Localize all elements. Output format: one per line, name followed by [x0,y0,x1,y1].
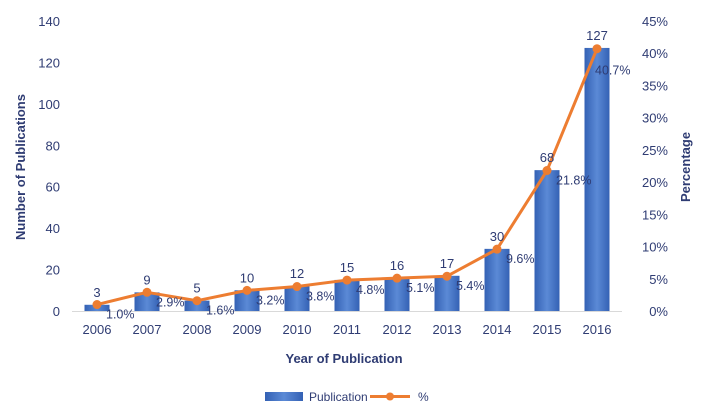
bar-value-label: 12 [290,266,304,281]
x-tick-label: 2010 [283,322,312,337]
bar-value-label: 17 [440,256,454,271]
x-axis-ticks: 2006 2007 2008 2009 2010 2011 2012 2013 2014 2015… [83,322,612,337]
y-tick-label: 100 [38,97,60,112]
percentage-value-label: 3.8% [306,290,335,304]
bar-data-labels: 3 9 5 10 12 15 16 17 30 68 127 [93,28,607,300]
legend-percent-label: % [418,390,429,404]
percentage-point [292,282,302,292]
percentage-value-label: 21.8% [556,174,591,188]
bar [184,300,210,311]
bar-value-label: 5 [193,281,200,296]
percentage-point [492,244,502,254]
percentage-value-label: 2.9% [156,295,185,309]
bar-value-label: 9 [143,272,150,287]
y-tick-label: 120 [38,55,60,70]
y2-tick-label: 45% [642,14,668,29]
y2-tick-label: 10% [642,240,668,255]
percentage-point [592,44,602,54]
percentage-value-label: 40.7% [595,64,630,78]
y-tick-label: 140 [38,14,60,29]
y2-axis-title: Percentage [678,132,693,202]
percentage-point [442,271,452,281]
y2-tick-label: 30% [642,111,668,126]
bar [484,248,510,311]
percentage-point [242,285,252,295]
legend: Publication % [265,390,429,404]
bar-value-label: 68 [540,150,554,165]
y2-tick-label: 40% [642,46,668,61]
y2-tick-label: 20% [642,175,668,190]
x-tick-label: 2008 [183,322,212,337]
x-tick-label: 2015 [533,322,562,337]
percentage-point [192,296,202,306]
bar [384,277,410,311]
percentage-point [342,275,352,285]
legend-percent-marker [386,392,394,401]
percentage-value-label: 3.2% [256,293,285,307]
percentage-line-series [92,44,602,310]
legend-publication-swatch [265,392,303,401]
bar-value-label: 127 [586,28,608,43]
bar [434,275,460,311]
y2-tick-label: 35% [642,78,668,93]
percentage-point [542,166,552,176]
y-tick-label: 80 [46,138,60,153]
bar-value-label: 30 [490,229,504,244]
y2-tick-label: 25% [642,143,668,158]
y-axis-title: Number of Publications [13,94,28,240]
x-tick-label: 2016 [583,322,612,337]
y2-tick-label: 15% [642,207,668,222]
x-tick-label: 2013 [433,322,462,337]
percentage-value-label: 5.4% [456,279,485,293]
right-axis-ticks: 0% 5% 10% 15% 20% 25% 30% 35% 40% 45% [642,14,668,319]
x-tick-label: 2011 [333,322,361,337]
bar [584,47,610,312]
y2-tick-label: 5% [649,272,668,287]
percentage-value-label: 1.6% [206,304,235,318]
bar-value-label: 16 [390,258,404,273]
y-tick-label: 0 [53,304,60,319]
legend-publication-label: Publication [309,390,368,404]
percentage-value-label: 9.6% [506,252,535,266]
x-tick-label: 2014 [483,322,512,337]
y-tick-label: 20 [46,263,60,278]
x-tick-label: 2009 [233,322,262,337]
percentage-point [142,287,152,297]
bar-value-label: 15 [340,260,354,275]
percentage-point [392,273,402,283]
x-tick-label: 2007 [133,322,162,337]
y-tick-label: 40 [46,221,60,236]
x-tick-label: 2006 [83,322,112,337]
y-tick-label: 60 [46,180,60,195]
bar-value-label: 10 [240,270,254,285]
bar-value-label: 3 [93,285,100,300]
percentage-value-label: 4.8% [356,283,385,297]
left-axis-ticks: 0 20 40 60 80 100 120 140 [38,14,60,319]
percentage-point [92,300,102,310]
bar [134,292,160,311]
percentage-value-label: 5.1% [406,281,435,295]
bar [234,290,260,311]
x-tick-label: 2012 [383,322,412,337]
bar [534,170,560,311]
y2-tick-label: 0% [649,304,668,319]
percentage-data-labels: 1.0% 2.9% 1.6% 3.2% 3.8% 4.8% 5.1% 5.4% 9.6% 21.8… [106,64,630,322]
bar [334,279,360,311]
percentage-value-label: 1.0% [106,308,135,322]
x-axis-title: Year of Publication [285,351,402,366]
